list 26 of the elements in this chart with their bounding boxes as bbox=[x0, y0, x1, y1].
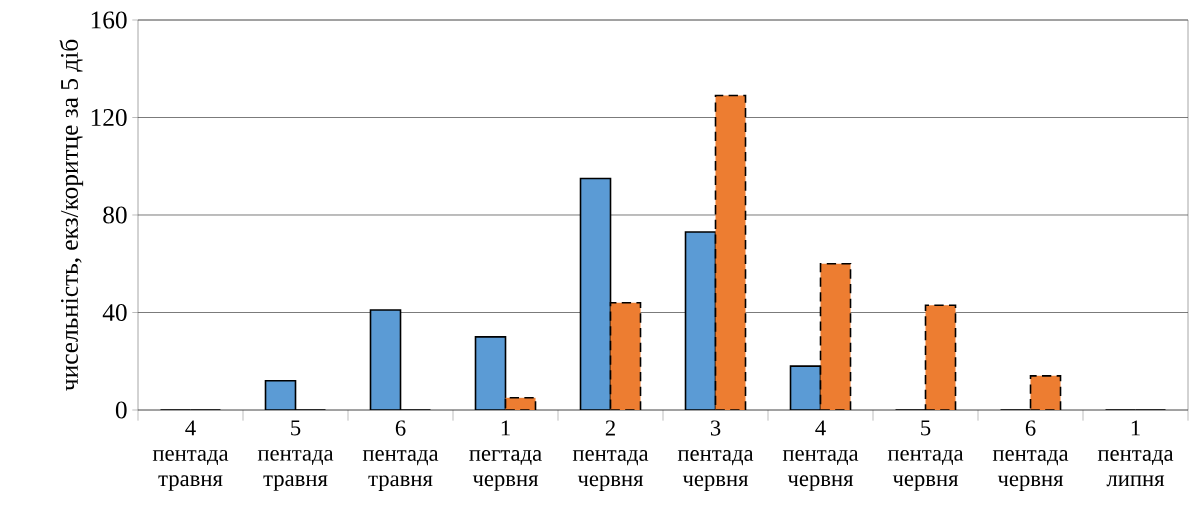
y-tick-label: 120 bbox=[91, 108, 127, 127]
bar bbox=[684, 231, 717, 410]
x-tick-label: 5 пентада травня bbox=[257, 420, 334, 491]
bar bbox=[474, 336, 507, 410]
x-tick-label: 5 пентада червня bbox=[887, 420, 964, 491]
y-tick-label: 0 bbox=[115, 401, 127, 419]
x-tick-label: 3 пентада червня bbox=[677, 420, 754, 491]
bar bbox=[819, 262, 852, 410]
x-tick-label: 2 пентада червня bbox=[572, 420, 649, 491]
y-tick-label: 160 bbox=[91, 11, 127, 29]
y-tick-label: 80 bbox=[103, 206, 127, 224]
bar bbox=[924, 304, 957, 410]
bar bbox=[1029, 375, 1062, 410]
bar bbox=[789, 365, 822, 410]
x-tick-label: 1 пентада липня bbox=[1097, 420, 1174, 487]
bar bbox=[369, 309, 402, 410]
x-tick-label: 4 пентада травня bbox=[152, 420, 229, 491]
y-tick-label: 40 bbox=[102, 303, 127, 322]
bar bbox=[609, 301, 642, 410]
x-tick-label: 6 пентада червня bbox=[992, 420, 1069, 491]
x-tick-label: 6 пентада травня bbox=[362, 420, 439, 491]
bar bbox=[714, 94, 747, 410]
x-tick-label: 1 пегтада червня bbox=[469, 420, 542, 491]
bar bbox=[579, 177, 612, 410]
x-tick-label: 4 пентада червня bbox=[782, 420, 859, 491]
y-axis-title: чисельність, екз/коритце за 5 діб bbox=[59, 39, 84, 391]
